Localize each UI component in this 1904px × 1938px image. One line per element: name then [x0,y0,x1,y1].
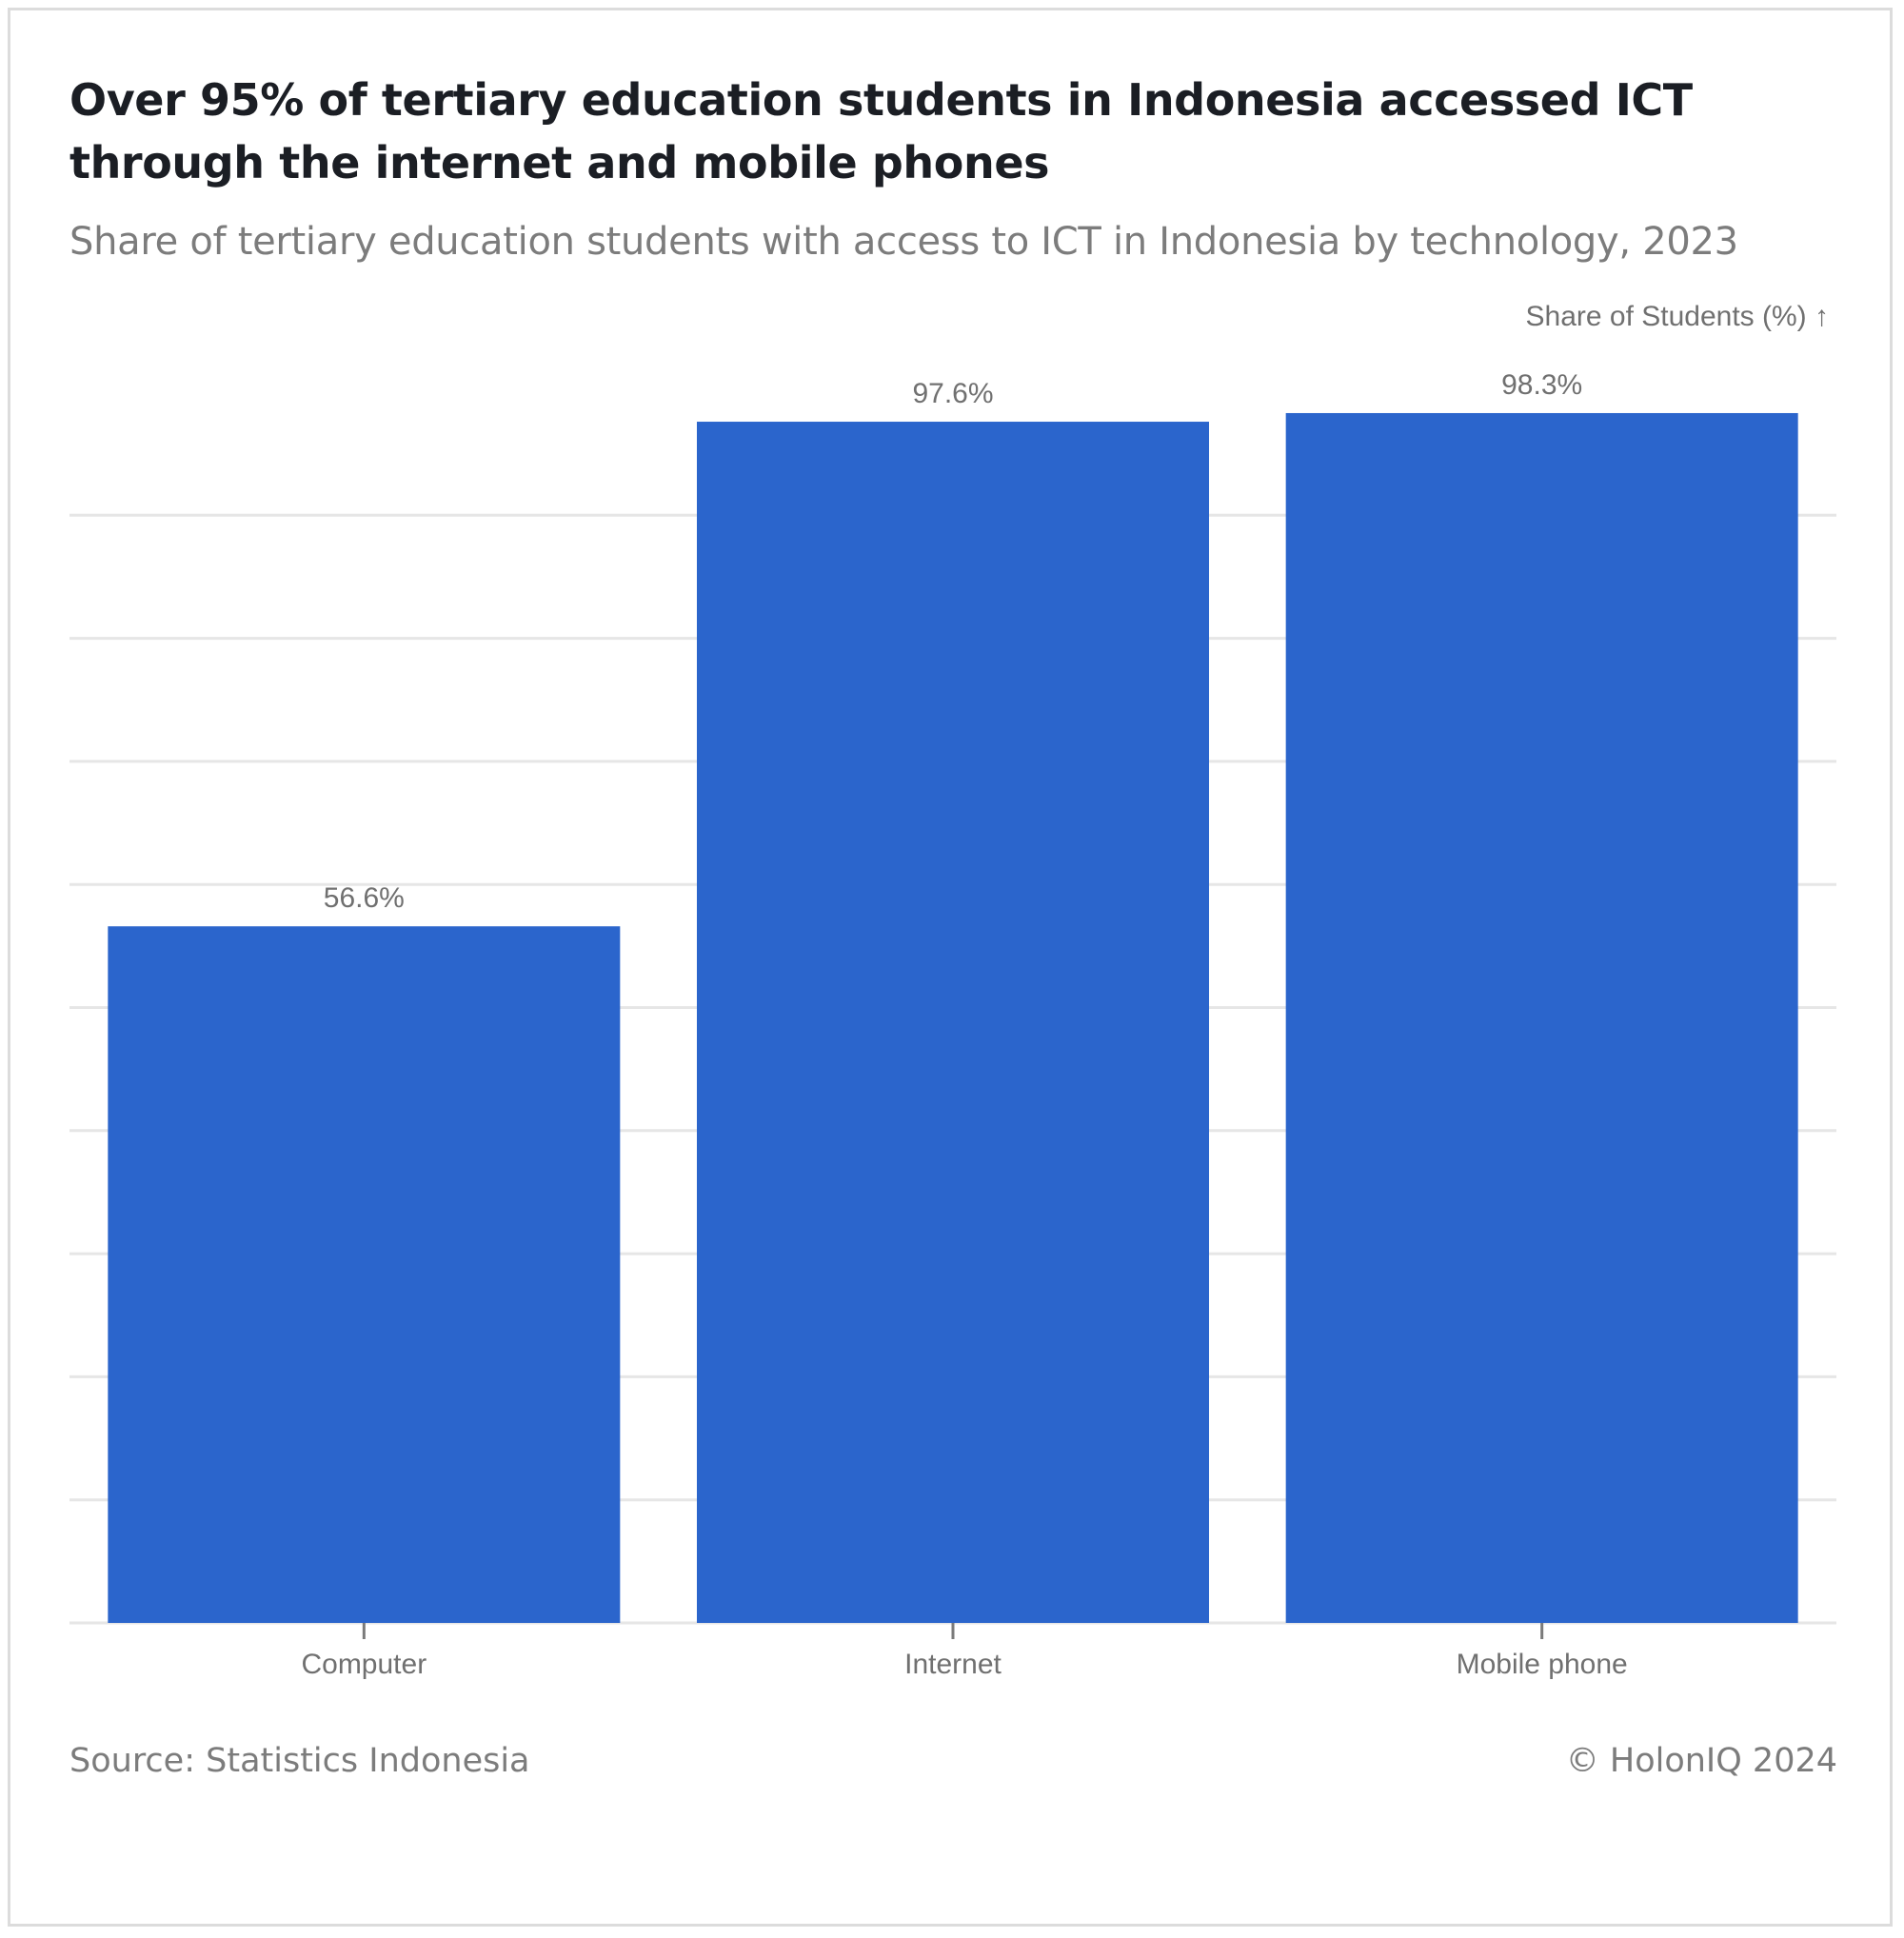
bar-value-label: 97.6% [912,378,993,409]
bar [1285,412,1798,1624]
x-tick-label: Mobile phone [1457,1649,1628,1680]
bar-value-labels: 56.6% 97.6% 98.3% [324,369,1582,914]
bar-value-label: 56.6% [324,882,405,914]
copyright-note: © HolonIQ 2024 [1565,1742,1837,1780]
bar [108,926,621,1623]
source-note: Source: Statistics Indonesia [69,1742,530,1780]
x-axis: Computer Internet Mobile phone [301,1623,1628,1680]
bar-value-label: 98.3% [1501,369,1582,401]
x-tick-label: Internet [904,1649,1002,1680]
y-axis-label: Share of Students (%) ↑ [1526,301,1830,332]
bars [108,412,1798,1624]
chart-title: Over 95% of tertiary education students … [69,74,1693,188]
x-tick-label: Computer [301,1649,426,1680]
bar [697,422,1209,1624]
chart-subtitle: Share of tertiary education students wit… [69,220,1738,264]
